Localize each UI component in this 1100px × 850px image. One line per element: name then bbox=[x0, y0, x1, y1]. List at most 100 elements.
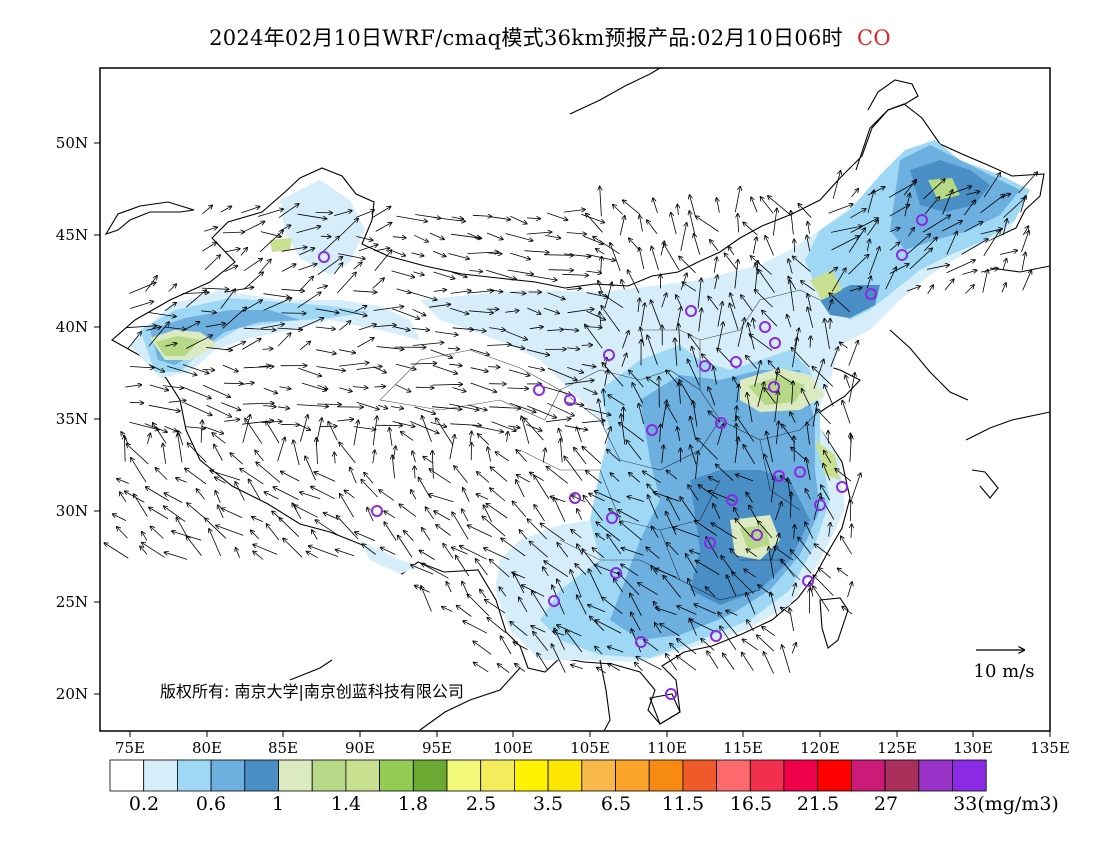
wind-arrow bbox=[738, 214, 739, 233]
wind-arrow bbox=[358, 245, 378, 252]
wind-arrow bbox=[847, 582, 853, 598]
wind-arrow bbox=[436, 418, 454, 446]
wind-arrow bbox=[433, 271, 455, 279]
wind-arrow bbox=[742, 639, 759, 651]
wind-arrow bbox=[819, 568, 831, 579]
wind-arrow bbox=[867, 190, 874, 214]
wind-arrow bbox=[372, 207, 391, 218]
wind-arrow bbox=[577, 427, 582, 443]
wind-arrow bbox=[546, 419, 570, 423]
wind-arrow bbox=[622, 548, 644, 556]
wind-arrow bbox=[353, 420, 358, 446]
wind-arrow bbox=[790, 492, 791, 519]
wind-arrow bbox=[792, 381, 793, 405]
wind-arrow bbox=[316, 349, 336, 354]
station-marker bbox=[726, 494, 738, 506]
lon-tick-label: 105E bbox=[570, 739, 610, 757]
wind-arrow bbox=[613, 205, 623, 215]
colorbar-label: 6.5 bbox=[600, 793, 632, 815]
wind-arrow bbox=[866, 276, 871, 289]
wind-arrow bbox=[829, 293, 850, 312]
wind-arrow bbox=[754, 261, 758, 292]
wind-arrow bbox=[533, 632, 549, 651]
wind-arrow bbox=[257, 209, 283, 217]
wind-arrow bbox=[524, 251, 548, 253]
wind-arrow bbox=[462, 509, 469, 522]
wind-arrow bbox=[391, 407, 403, 409]
wind-arrow bbox=[395, 384, 411, 392]
wind-arrow bbox=[176, 478, 187, 483]
wind-arrow bbox=[922, 215, 950, 233]
wind-arrow bbox=[812, 402, 817, 427]
wind-arrow bbox=[384, 511, 396, 519]
wind-arrow bbox=[334, 211, 352, 216]
wind-arrow bbox=[224, 287, 254, 293]
colorbar-swatch bbox=[446, 759, 482, 792]
wind-arrow bbox=[621, 414, 626, 445]
wind-arrow bbox=[283, 539, 303, 558]
wind-arrow bbox=[470, 431, 472, 443]
colorbar-swatch bbox=[547, 759, 583, 792]
wind-arrow bbox=[695, 560, 720, 575]
colorbar-label: 0.6 bbox=[195, 793, 227, 815]
wind-arrow bbox=[762, 311, 778, 327]
wind-arrow bbox=[537, 653, 548, 670]
wind-arrow bbox=[966, 192, 979, 195]
station-marker bbox=[865, 288, 877, 300]
wind-arrow bbox=[577, 595, 587, 615]
station-marker bbox=[715, 417, 727, 429]
wind-arrow bbox=[982, 270, 988, 293]
wind-arrow bbox=[414, 466, 415, 479]
lat-tick-label: 40N bbox=[56, 318, 88, 336]
station-marker bbox=[685, 305, 697, 317]
wind-arrow bbox=[156, 468, 168, 480]
wind-arrow bbox=[188, 443, 207, 463]
wind-arrow bbox=[357, 338, 374, 348]
wind-arrow bbox=[630, 593, 642, 616]
wind-arrow bbox=[727, 575, 737, 596]
wind-arrow bbox=[281, 471, 300, 482]
wind-arrow bbox=[647, 377, 660, 387]
wind-arrow bbox=[449, 403, 478, 410]
wind-arrow bbox=[317, 257, 343, 276]
wind-arrow bbox=[813, 586, 830, 612]
lon-tick-label: 80E bbox=[192, 739, 222, 757]
wind-arrow bbox=[790, 280, 795, 312]
wind-arrow bbox=[743, 222, 758, 236]
wind-arrow bbox=[222, 508, 243, 519]
wind-arrow bbox=[552, 644, 566, 673]
wind-arrow bbox=[824, 385, 834, 407]
wind-arrow bbox=[629, 473, 641, 483]
wind-arrow bbox=[104, 543, 129, 559]
wind-arrow bbox=[432, 384, 462, 385]
lat-tick-label: 50N bbox=[56, 134, 88, 152]
wind-arrow bbox=[399, 504, 417, 517]
wind-arrow bbox=[412, 308, 426, 315]
wind-arrow bbox=[1002, 219, 1007, 236]
wind-arrow bbox=[582, 447, 602, 464]
lon-tick-label: 75E bbox=[115, 739, 145, 757]
lon-tick-label: 115E bbox=[723, 739, 763, 757]
wind-arrow bbox=[805, 489, 811, 500]
wind-arrow bbox=[224, 419, 239, 421]
wind-arrow bbox=[508, 369, 530, 376]
wind-arrow bbox=[586, 253, 615, 260]
wind-arrow bbox=[758, 270, 775, 293]
wind-arrow bbox=[964, 222, 983, 233]
wind-arrow bbox=[358, 324, 376, 331]
wind-arrow bbox=[309, 546, 339, 557]
wind-arrow bbox=[426, 507, 435, 520]
wind-arrow bbox=[495, 452, 510, 462]
wind-arrow bbox=[604, 427, 611, 445]
wind-arrow bbox=[813, 575, 834, 596]
wind-arrow bbox=[381, 548, 396, 555]
lon-tick-label: 130E bbox=[953, 739, 993, 757]
wind-arrow bbox=[477, 472, 490, 483]
wind-arrow bbox=[222, 232, 245, 233]
wind-arrow bbox=[505, 330, 527, 339]
wind-arrow bbox=[736, 416, 755, 442]
wind-arrow bbox=[772, 209, 777, 236]
wind-arrow bbox=[849, 288, 862, 292]
wind-arrow bbox=[245, 419, 263, 444]
wind-arrow bbox=[468, 525, 492, 537]
